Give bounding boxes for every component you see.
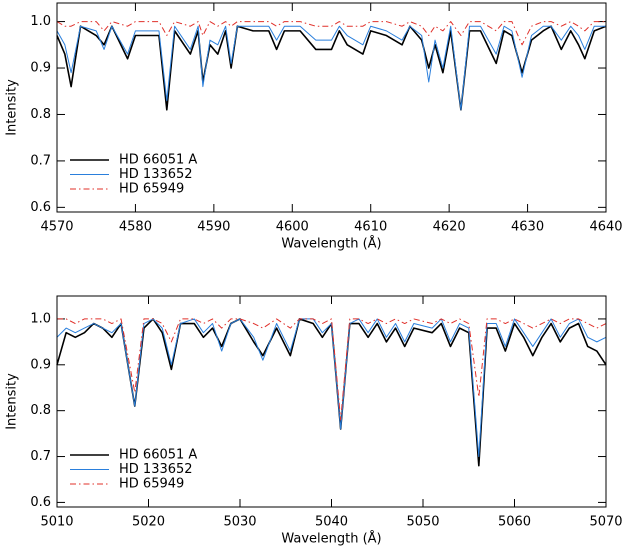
y-tick-label: 1.0 bbox=[30, 14, 51, 29]
x-tick-label: 4630 bbox=[511, 220, 544, 235]
plot-frame bbox=[56, 2, 607, 213]
legend-label: HD 66051 A bbox=[119, 153, 197, 168]
y-tick-label: 0.6 bbox=[30, 495, 51, 510]
x-tick-label: 5040 bbox=[315, 515, 348, 530]
x-tick-label: 4600 bbox=[276, 220, 309, 235]
legend-label: HD 133652 bbox=[119, 167, 193, 182]
x-tick-label: 4580 bbox=[119, 220, 152, 235]
x-tick-label: 5060 bbox=[498, 515, 531, 530]
y-tick-label: 0.7 bbox=[30, 449, 51, 464]
x-tick-label: 4570 bbox=[40, 220, 73, 235]
x-tick-label: 4640 bbox=[589, 220, 622, 235]
y-tick-label: 0.8 bbox=[30, 107, 51, 122]
y-axis-label: Intensity bbox=[5, 79, 20, 136]
legend-label: HD 65949 bbox=[119, 477, 184, 492]
spectrum-line bbox=[56, 25, 607, 111]
spectrum-line bbox=[56, 25, 606, 111]
y-tick-label: 0.7 bbox=[30, 153, 51, 168]
x-tick-label: 4590 bbox=[197, 220, 230, 235]
y-tick-label: 1.0 bbox=[30, 311, 51, 326]
legend-label: HD 66051 A bbox=[119, 448, 197, 463]
x-tick-label: 4610 bbox=[354, 220, 387, 235]
y-tick-label: 0.6 bbox=[30, 200, 51, 215]
x-tick-label: 5070 bbox=[589, 515, 622, 530]
x-tick-label: 5030 bbox=[223, 515, 256, 530]
legend-label: HD 65949 bbox=[119, 182, 184, 197]
x-tick-label: 4620 bbox=[433, 220, 466, 235]
x-axis-label: Wavelength (Å) bbox=[281, 531, 381, 547]
y-tick-label: 0.9 bbox=[30, 61, 51, 76]
spectrum-line bbox=[57, 318, 607, 421]
x-axis-label: Wavelength (Å) bbox=[281, 236, 381, 252]
spectrum-line bbox=[56, 318, 607, 467]
spectrum-line bbox=[56, 318, 607, 458]
x-tick-label: 5050 bbox=[406, 515, 439, 530]
plot-frame bbox=[56, 295, 607, 508]
y-tick-label: 0.8 bbox=[30, 403, 51, 418]
x-tick-label: 5020 bbox=[132, 515, 165, 530]
spectrum-line bbox=[56, 21, 606, 46]
x-tick-label: 5010 bbox=[40, 515, 73, 530]
y-tick-label: 0.9 bbox=[30, 357, 51, 372]
legend-label: HD 133652 bbox=[119, 462, 193, 477]
y-axis-label: Intensity bbox=[5, 373, 20, 430]
